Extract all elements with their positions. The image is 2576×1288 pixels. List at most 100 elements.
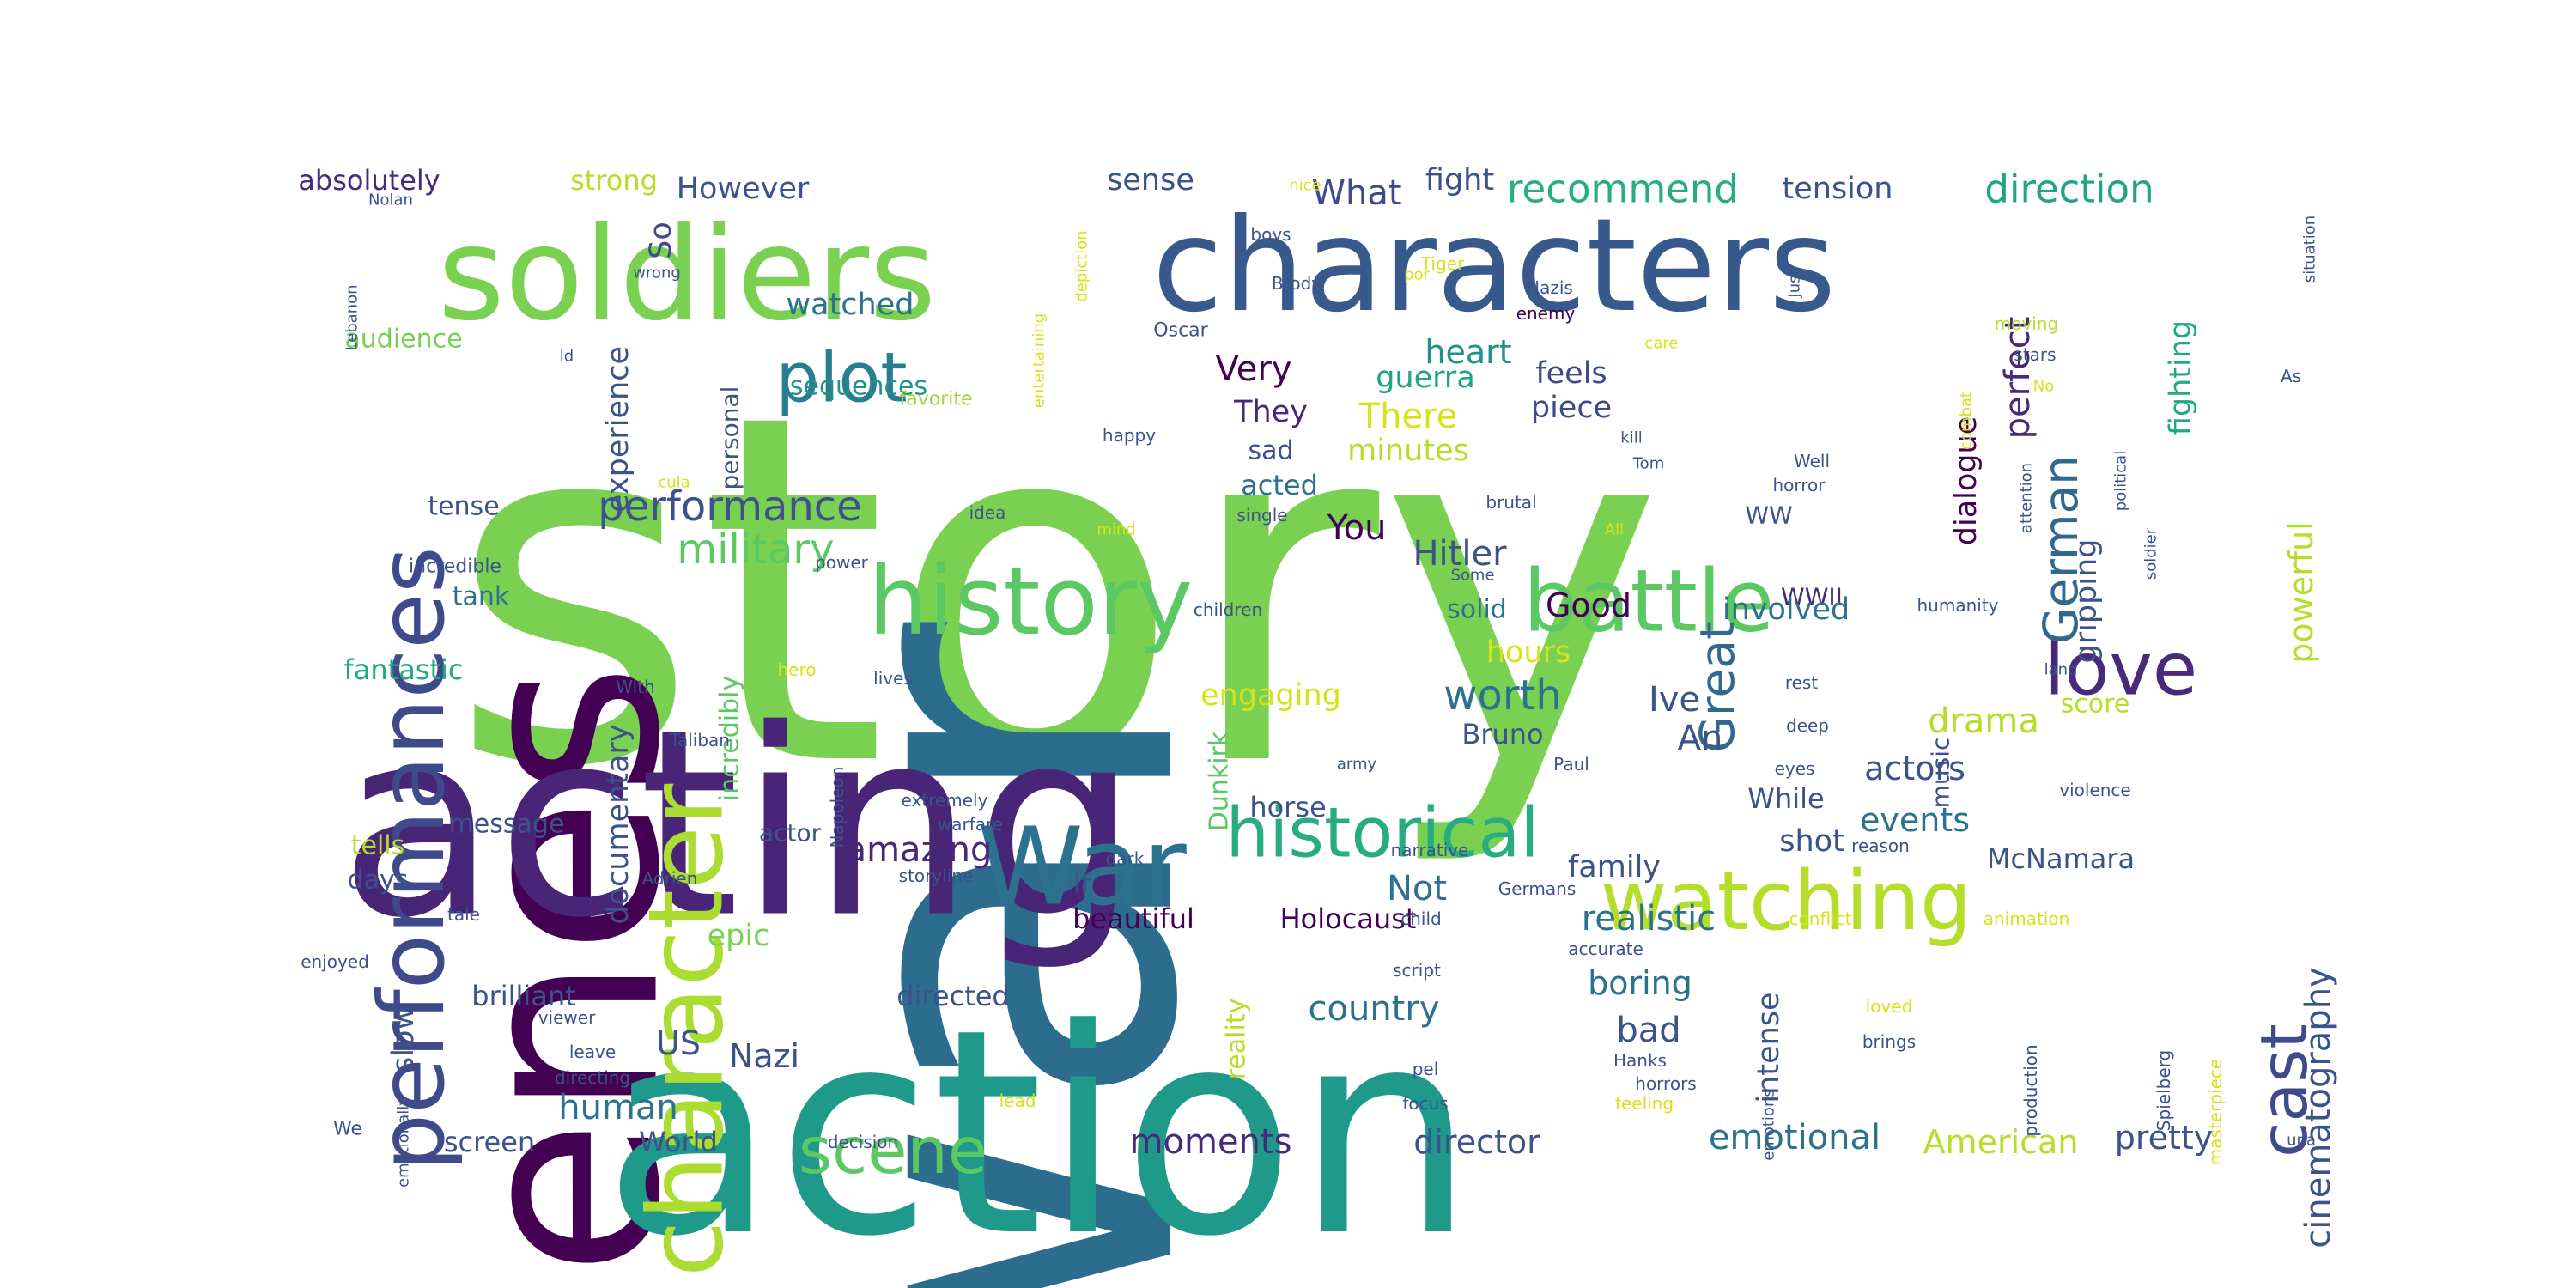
word-care: care	[1644, 335, 1678, 353]
word-history: history	[868, 546, 1193, 656]
word-brody: Brody	[1272, 273, 1321, 294]
word-strong: strong	[570, 164, 658, 197]
word-engaging: engaging	[1200, 678, 1341, 713]
word-we: We	[333, 1119, 362, 1140]
word-storyline: storyline	[899, 866, 974, 886]
word-days: days	[348, 866, 409, 896]
word-extremely: extremely	[902, 790, 988, 811]
word-masterpiece: masterpiece	[2205, 1059, 2226, 1165]
word-emotions: emotions	[1760, 1089, 1778, 1160]
word-great: Great	[1690, 621, 1745, 752]
word-deep: deep	[1786, 715, 1829, 736]
word-moments: moments	[1130, 1122, 1292, 1162]
word-recommend: recommend	[1507, 167, 1739, 212]
word-reality: reality	[1222, 999, 1252, 1080]
word-tom: Tom	[1632, 455, 1664, 473]
word-adrien: Adrien	[642, 868, 698, 889]
word-incredibly: incredibly	[715, 676, 745, 801]
word-soldiers: soldiers	[438, 200, 937, 349]
word-battle: battle	[1523, 551, 1774, 652]
word-eyes: eyes	[1775, 758, 1815, 779]
word-sense: sense	[1107, 163, 1194, 197]
word-they: They	[1233, 395, 1308, 429]
word-involved: involved	[1722, 592, 1850, 627]
word-all: All	[1605, 521, 1624, 539]
word-there: There	[1358, 397, 1458, 436]
word-viewer: viewer	[538, 1007, 596, 1028]
word-audience: audience	[344, 325, 462, 355]
word-watching: watching	[1601, 854, 1972, 949]
word-moving: moving	[1995, 313, 2058, 334]
word-piece: piece	[1531, 391, 1612, 425]
word-fight: fight	[1425, 163, 1494, 197]
word-cinematography: cinematography	[2299, 967, 2338, 1248]
word-taliban: Taliban	[669, 730, 730, 750]
word-german: German	[2033, 455, 2088, 644]
word-well: Well	[1794, 451, 1830, 471]
word-fighting: fighting	[2164, 320, 2198, 435]
word-american: American	[1923, 1123, 2079, 1161]
word-brutal: brutal	[1485, 492, 1536, 513]
word-epic: epic	[708, 919, 770, 953]
word-historical: historical	[1225, 793, 1539, 873]
word-napoleon: Napoleon	[827, 767, 848, 848]
word-horror: horror	[1772, 475, 1826, 495]
word-acting: acting	[339, 675, 1138, 975]
word-ive: Ive	[1649, 680, 1700, 720]
word-emotionally: emotionally	[395, 1097, 413, 1188]
word-acted: acted	[1241, 469, 1318, 501]
word-dunkirk: Dunkirk	[1205, 731, 1235, 831]
word-an: An	[1678, 719, 1723, 758]
word-directing: directing	[555, 1067, 630, 1088]
word-performance: performance	[598, 483, 861, 531]
word-realistic: realistic	[1582, 899, 1716, 939]
word-scenes: scenes	[417, 663, 717, 1288]
word-intense: intense	[1752, 992, 1786, 1103]
word-happy: happy	[1103, 425, 1156, 446]
word-lives: lives	[873, 668, 913, 689]
word-as: As	[2281, 366, 2301, 386]
word-us: US	[656, 1024, 701, 1062]
word-story: story	[448, 313, 1664, 872]
word-pel: pel	[1413, 1059, 1439, 1079]
word-depiction: depiction	[1073, 230, 1091, 301]
word-amazing: amazing	[846, 830, 993, 870]
word-experience: experience	[601, 346, 635, 513]
word-focus: focus	[1402, 1093, 1448, 1114]
word-events: events	[1860, 801, 1970, 839]
word-performances: performances	[360, 546, 465, 1170]
word-stars: stars	[2014, 344, 2056, 365]
word-heart: heart	[1425, 333, 1511, 371]
word-soldier: soldier	[2142, 527, 2160, 580]
word-slow: slow	[386, 1005, 421, 1072]
word-attention: attention	[2018, 463, 2036, 533]
word-children: children	[1194, 599, 1262, 620]
word-directed: directed	[896, 980, 1009, 1012]
word-what: What	[1311, 173, 1401, 213]
word-with: With	[616, 677, 654, 697]
word-leave: leave	[569, 1042, 616, 1062]
word-lebanon: Lebanon	[343, 284, 361, 350]
word-reason: reason	[1851, 835, 1910, 856]
word-violence: violence	[2059, 780, 2130, 800]
word-horrors: horrors	[1635, 1073, 1696, 1094]
word-situation: situation	[2301, 216, 2319, 283]
word-animation: animation	[1984, 908, 2070, 929]
word-ld: ld	[560, 348, 574, 366]
word-some: Some	[1450, 567, 1494, 585]
word-tiger: Tiger	[1420, 253, 1465, 274]
word-characters: characters	[1152, 191, 1836, 341]
word-so: So	[644, 222, 678, 259]
word-music: music	[1927, 738, 1955, 809]
word-tense: tense	[428, 492, 499, 522]
word-sad: sad	[1248, 436, 1293, 466]
word-army: army	[1337, 756, 1377, 774]
word-very: Very	[1216, 349, 1292, 389]
word-feeling: feeling	[1615, 1093, 1674, 1114]
word-absolutely: absolutely	[298, 164, 440, 197]
word-military: military	[677, 526, 834, 574]
word-human: human	[558, 1088, 678, 1127]
word-idea: idea	[969, 502, 1006, 523]
